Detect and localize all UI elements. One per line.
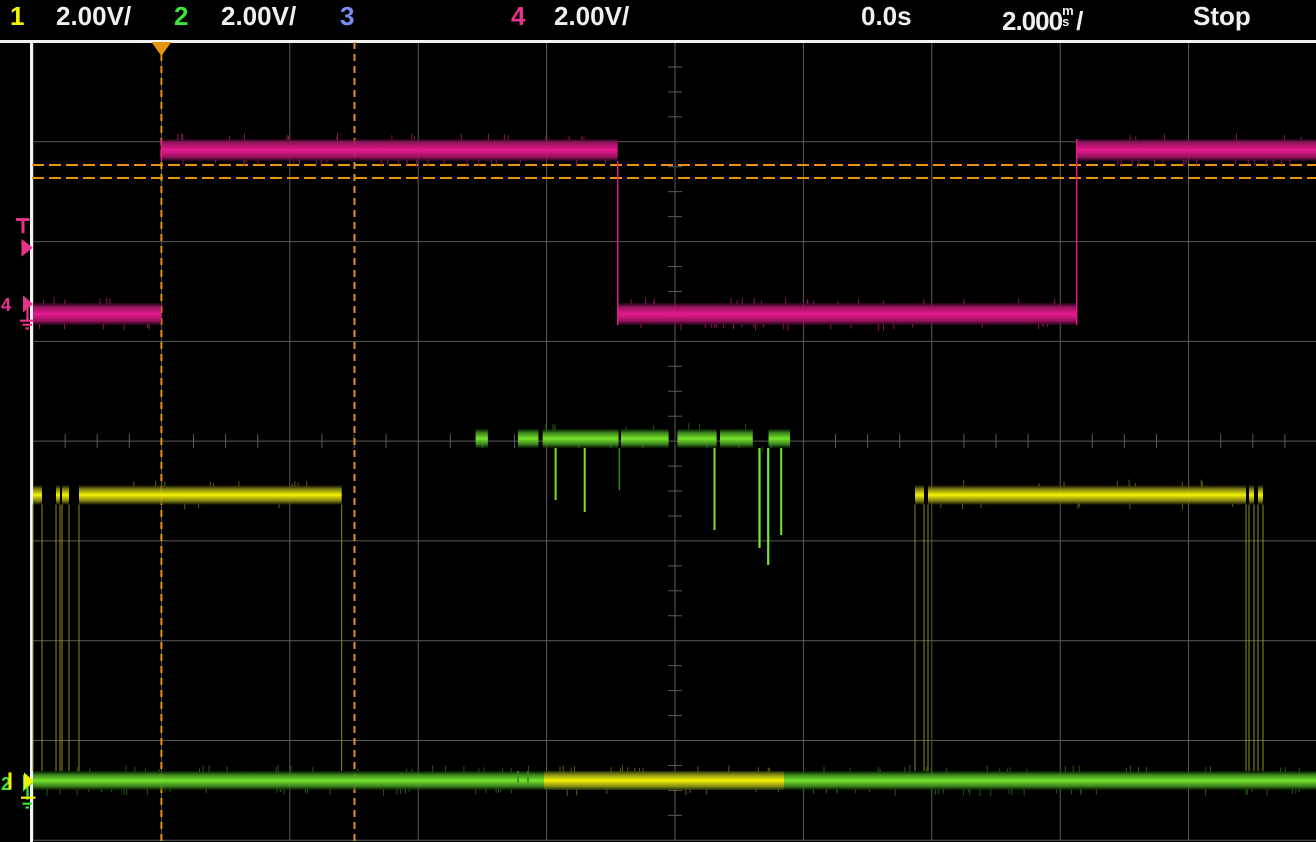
- svg-text:4: 4: [1, 295, 11, 315]
